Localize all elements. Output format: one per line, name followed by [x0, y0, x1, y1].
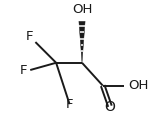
Text: OH: OH: [72, 3, 92, 16]
Text: F: F: [20, 63, 28, 76]
Text: F: F: [26, 30, 33, 43]
Text: OH: OH: [129, 79, 149, 92]
Polygon shape: [79, 21, 85, 63]
Text: O: O: [104, 99, 115, 114]
Text: F: F: [66, 98, 73, 111]
